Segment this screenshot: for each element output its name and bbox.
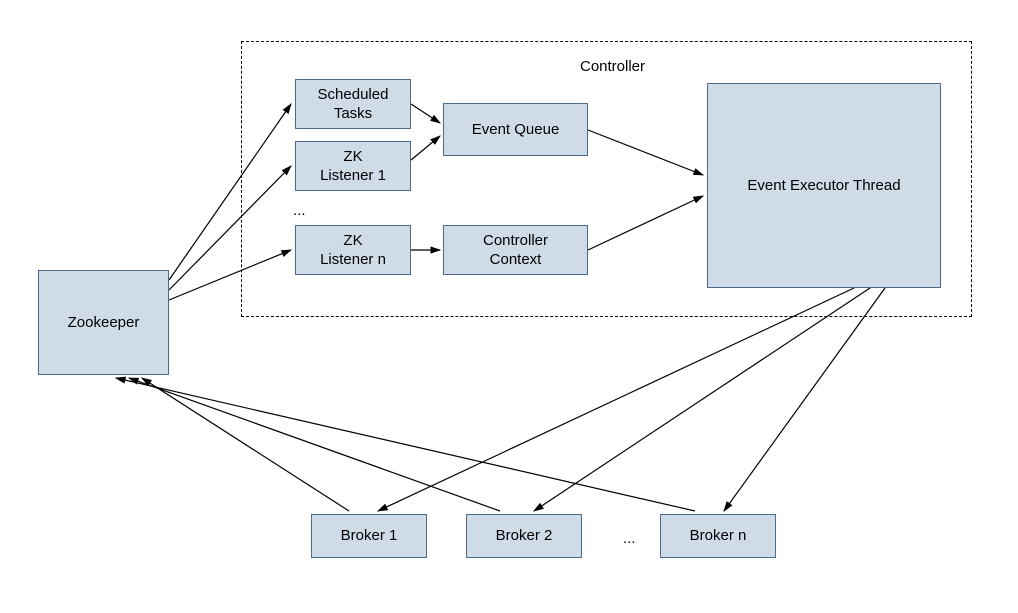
node-label: Zookeeper [68, 313, 140, 333]
node-broker-1: Broker 1 [311, 514, 427, 558]
node-event-queue: Event Queue [443, 103, 588, 156]
node-broker-n: Broker n [660, 514, 776, 558]
ellipsis-brokers: ... [623, 530, 636, 547]
node-zk-listener-1: ZKListener 1 [295, 141, 411, 191]
node-label: ControllerContext [483, 231, 548, 270]
ellipsis-listeners: ... [293, 202, 306, 219]
node-event-executor-thread: Event Executor Thread [707, 83, 941, 288]
node-label: ZKListener n [320, 231, 386, 270]
node-label: Event Queue [472, 120, 560, 140]
node-label: ScheduledTasks [318, 85, 389, 124]
node-label: Event Executor Thread [747, 176, 900, 196]
node-zk-listener-n: ZKListener n [295, 225, 411, 275]
node-label: Broker 2 [496, 526, 553, 546]
node-controller-context: ControllerContext [443, 225, 588, 275]
controller-label: Controller [580, 58, 645, 75]
node-broker-2: Broker 2 [466, 514, 582, 558]
node-scheduled-tasks: ScheduledTasks [295, 79, 411, 129]
node-label: Broker 1 [341, 526, 398, 546]
node-label: Broker n [690, 526, 747, 546]
node-zookeeper: Zookeeper [38, 270, 169, 375]
node-label: ZKListener 1 [320, 147, 386, 186]
